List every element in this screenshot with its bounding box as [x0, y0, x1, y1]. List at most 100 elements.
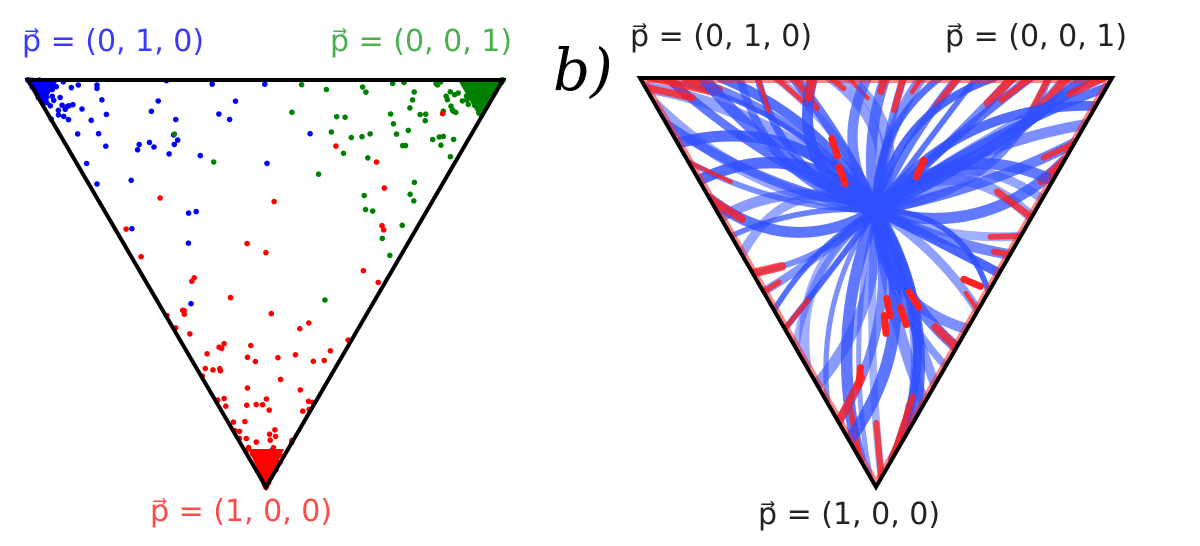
scatter-point — [202, 365, 209, 372]
scatter-point — [204, 351, 210, 357]
scatter-point — [359, 84, 366, 90]
scatter-point — [99, 97, 105, 103]
scatter-point — [136, 141, 142, 148]
scatter-point — [375, 279, 382, 286]
right-simplex-border — [636, 76, 1116, 492]
scatter-point — [292, 352, 299, 358]
scatter-point — [275, 354, 281, 361]
scatter-point — [271, 198, 277, 205]
trajectory-streak — [905, 288, 923, 311]
scatter-point — [236, 428, 243, 435]
trajectory-streak — [897, 304, 910, 329]
scatter-point — [188, 300, 194, 307]
trajectory-streak — [913, 156, 928, 181]
scatter-point — [438, 142, 444, 148]
scatter-point — [365, 155, 371, 161]
scatter-point — [266, 407, 273, 413]
scatter-point — [387, 252, 393, 259]
scatter-point — [459, 98, 466, 104]
scatter-point — [248, 342, 254, 349]
scatter-point — [185, 210, 192, 216]
scatter-point — [226, 116, 233, 123]
scatter-point — [333, 143, 339, 149]
scatter-point — [74, 131, 81, 137]
scatter-point — [434, 82, 441, 88]
scatter-point — [369, 208, 376, 214]
scatter-point — [193, 208, 199, 215]
scatter-point — [216, 111, 222, 117]
scatter-point — [181, 307, 187, 314]
scatter-point — [223, 403, 229, 410]
scatter-point — [138, 253, 144, 260]
scatter-point — [297, 325, 303, 332]
scatter-point — [322, 297, 328, 303]
scatter-point — [68, 84, 75, 91]
scatter-point — [361, 192, 368, 199]
scatter-point — [328, 129, 335, 135]
scatter-point — [300, 408, 306, 415]
trajectory-line — [873, 207, 992, 295]
scatter-point — [244, 354, 251, 361]
scatter-point — [440, 133, 447, 140]
scatter-point — [227, 294, 234, 301]
scatter-point — [232, 98, 239, 104]
scatter-point — [340, 150, 347, 157]
scatter-point — [342, 114, 348, 120]
scatter-point — [381, 185, 388, 191]
scatter-point — [173, 116, 179, 123]
scatter-point — [59, 102, 65, 108]
scatter-point — [94, 82, 100, 88]
scatter-point — [221, 395, 227, 402]
scatter-point — [363, 89, 369, 95]
scatter-point — [277, 376, 284, 383]
scatter-point — [253, 401, 259, 408]
scatter-point — [450, 136, 457, 143]
scatter-point — [447, 153, 454, 160]
scatter-point — [88, 117, 94, 124]
scatter-point — [55, 107, 62, 114]
scatter-point — [321, 357, 328, 364]
scatter-point — [50, 97, 57, 104]
scatter-point — [429, 136, 436, 143]
scatter-point — [267, 437, 274, 444]
right-vertex-label-010: p⃗ = (0, 1, 0) — [630, 19, 813, 54]
scatter-point — [439, 110, 446, 117]
scatter-point — [379, 235, 386, 242]
scatter-point — [53, 83, 60, 90]
scatter-point — [272, 433, 279, 440]
trajectory-streak — [960, 275, 984, 290]
scatter-point — [209, 81, 215, 87]
scatter-point — [307, 130, 313, 137]
left-simplex — [24, 77, 507, 491]
trajectory-line — [811, 204, 883, 391]
scatter-point — [327, 348, 334, 354]
scatter-point — [65, 116, 72, 123]
scatter-point — [411, 179, 418, 186]
scatter-point — [148, 108, 155, 115]
trajectory-streak — [996, 279, 1021, 293]
scatter-point — [447, 89, 454, 95]
scatter-point — [217, 365, 223, 372]
scatter-point — [405, 127, 412, 134]
scatter-point — [57, 94, 63, 101]
scatter-point — [187, 331, 193, 337]
scatter-point — [197, 152, 204, 159]
trajectory-endpoint — [891, 78, 907, 114]
trajectory-endpoint — [641, 83, 697, 102]
scatter-point — [79, 106, 85, 112]
scatter-point — [166, 151, 172, 157]
scatter-point — [129, 225, 135, 232]
scatter-point — [348, 134, 355, 141]
scatter-point — [171, 131, 178, 137]
scatter-point — [146, 139, 153, 146]
right-vertex-label-001: p⃗ = (0, 0, 1) — [945, 19, 1128, 54]
scatter-point — [66, 103, 72, 109]
scatter-point — [95, 130, 102, 137]
scatter-point — [323, 86, 330, 93]
scatter-point — [155, 98, 161, 104]
scatter-point — [333, 113, 340, 120]
scatter-point — [244, 385, 251, 391]
right-simplex — [636, 76, 1116, 492]
trajectory-endpoint — [873, 419, 885, 481]
scatter-point — [298, 81, 305, 88]
